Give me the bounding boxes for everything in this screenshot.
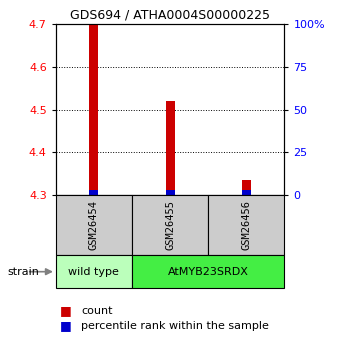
Text: AtMYB23SRDX: AtMYB23SRDX xyxy=(168,267,249,277)
Bar xyxy=(56,195,132,255)
Bar xyxy=(242,180,251,195)
Text: percentile rank within the sample: percentile rank within the sample xyxy=(81,321,269,331)
Text: GSM26454: GSM26454 xyxy=(89,200,99,250)
Bar xyxy=(89,24,99,195)
Bar xyxy=(166,190,175,195)
Bar xyxy=(56,255,132,288)
Bar xyxy=(132,255,284,288)
Text: GSM26455: GSM26455 xyxy=(165,200,175,250)
Text: ■: ■ xyxy=(59,319,71,333)
Bar xyxy=(242,190,251,195)
Bar xyxy=(89,190,99,195)
Text: wild type: wild type xyxy=(68,267,119,277)
Text: GSM26456: GSM26456 xyxy=(241,200,251,250)
Bar xyxy=(132,195,208,255)
Bar xyxy=(166,101,175,195)
Bar xyxy=(208,195,284,255)
Text: ■: ■ xyxy=(59,304,71,317)
Title: GDS694 / ATHA0004S00000225: GDS694 / ATHA0004S00000225 xyxy=(70,9,270,22)
Text: strain: strain xyxy=(7,267,39,277)
Text: count: count xyxy=(81,306,112,315)
